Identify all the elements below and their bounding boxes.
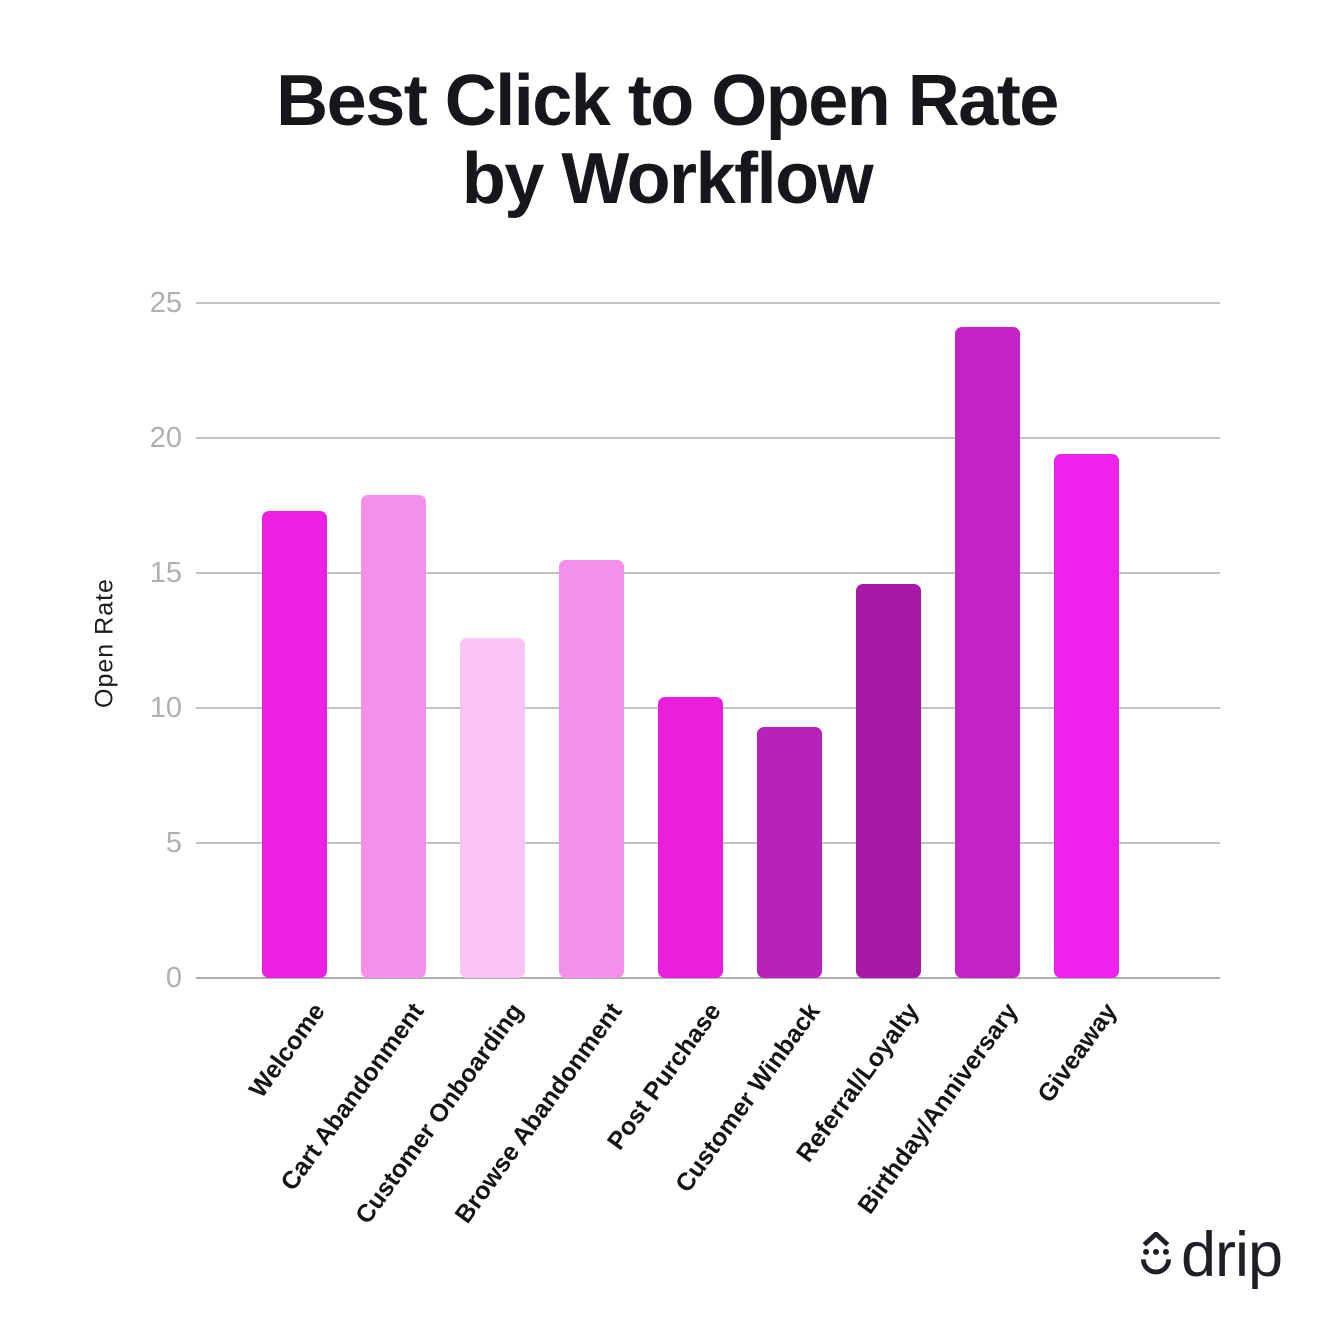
droplet-caret-shape [1142, 1232, 1170, 1247]
bar-browse-abandonment [559, 559, 624, 978]
bar-birthday-anniversary [955, 327, 1020, 978]
y-tick-label-5: 5 [165, 827, 182, 859]
gridline-20 [196, 437, 1220, 439]
chart-title-line-2: by Workflow [461, 139, 874, 219]
y-tick-label-25: 25 [149, 287, 182, 319]
bar-post-purchase [658, 697, 723, 978]
bar-cart-abandonment [361, 494, 426, 978]
gridline-15 [196, 572, 1220, 574]
y-tick-label-10: 10 [149, 692, 182, 724]
droplet-smile-shape [1141, 1259, 1171, 1275]
plot-area [196, 302, 1220, 979]
bar-giveaway [1054, 454, 1119, 978]
bar-customer-onboarding [460, 637, 525, 978]
bar-welcome [262, 510, 327, 978]
y-axis-title: Open Rate [90, 578, 119, 708]
y-tick-label-15: 15 [149, 557, 182, 589]
gridline-25 [196, 302, 1220, 304]
x-axis-label-welcome: Welcome [243, 998, 331, 1103]
droplet-dot-left [1143, 1248, 1150, 1255]
drip-droplet-icon [1141, 1232, 1171, 1275]
bar-referral-loyalty [856, 583, 921, 978]
droplet-dot-middle [1153, 1248, 1159, 1255]
x-axis-baseline [196, 977, 1220, 979]
droplet-dot-right [1162, 1248, 1169, 1255]
chart-title-line-1: Best Click to Open Rate [276, 61, 1059, 141]
y-tick-label-20: 20 [149, 422, 182, 454]
bar-customer-winback [757, 726, 822, 978]
drip-logo: drip [1141, 1220, 1283, 1290]
chart-title: Best Click to Open Rate by Workflow [0, 62, 1334, 218]
drip-logo-text: drip [1181, 1220, 1283, 1290]
y-tick-label-0: 0 [165, 962, 182, 994]
